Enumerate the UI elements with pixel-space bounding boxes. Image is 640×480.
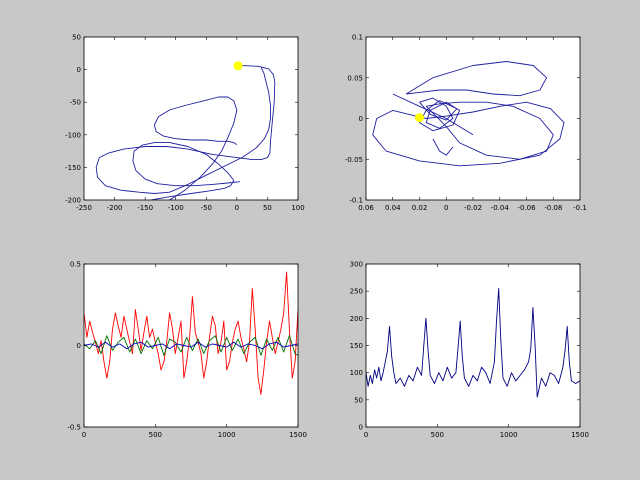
y-tick-label: -0.5 — [67, 424, 81, 432]
y-tick-label: -0.05 — [345, 156, 363, 164]
y-tick-label: -200 — [65, 197, 81, 205]
x-tick-label: -150 — [137, 204, 153, 212]
x-tick-label: -0.06 — [517, 204, 536, 212]
x-tick-label: -0.02 — [464, 204, 482, 212]
y-tick-label: 0 — [359, 115, 363, 123]
series-line-2 — [405, 61, 548, 97]
x-tick-label: -100 — [168, 204, 184, 212]
plot-lines — [84, 271, 298, 395]
subplot-top-left: -250 -200 -150 -100 -50 0 50 100-200-150-100-50… — [65, 34, 305, 213]
x-tick-label: 0.02 — [412, 204, 428, 212]
plot-area — [84, 37, 298, 200]
position-marker — [233, 61, 243, 71]
x-tick-label: 0 — [444, 204, 448, 212]
series-line-6 — [432, 138, 454, 156]
series-line-1 — [84, 271, 298, 395]
x-tick-label: 0 — [235, 204, 239, 212]
x-tick-label: -200 — [107, 204, 123, 212]
x-tick-label: 100 — [291, 204, 304, 212]
series-line-3 — [153, 96, 238, 200]
y-tick-label: -50 — [70, 99, 81, 107]
y-tick-label: -150 — [65, 164, 81, 172]
series-line-5 — [392, 93, 474, 136]
x-tick-label: 0 — [82, 431, 86, 439]
series-line-3 — [84, 341, 298, 350]
plot-lines — [372, 61, 565, 167]
x-tick-label: -250 — [76, 204, 92, 212]
subplot-bottom-right: 0 500 1000 1500 0 50 100 150 200 250 300 — [350, 261, 589, 440]
y-tick-label: 200 — [350, 315, 363, 323]
axes-frame — [83, 36, 299, 201]
x-tick-label: 0 — [364, 431, 368, 439]
series-line-2 — [132, 142, 240, 200]
y-tick-label: -100 — [65, 131, 81, 139]
x-tick-label: 500 — [149, 431, 162, 439]
x-tick-label: -0.1 — [573, 204, 587, 212]
y-tick-label: 0.5 — [70, 261, 81, 269]
y-tick-label: 0 — [77, 66, 81, 74]
plot-lines — [95, 61, 276, 200]
x-tick-label: 500 — [431, 431, 444, 439]
subplot-top-right: 0.06 0.04 0.02 0 -0.02 -0.04 -0.06 -0.08 -0.1 -0.… — [345, 34, 587, 213]
plot-area — [84, 264, 298, 427]
y-tick-label: 250 — [350, 288, 363, 296]
x-tick-label: 1500 — [571, 431, 589, 439]
y-tick-label: 0 — [359, 424, 363, 432]
y-tick-label: 300 — [350, 261, 363, 269]
x-tick-label: 0.06 — [358, 204, 374, 212]
series-line-2 — [84, 335, 298, 356]
x-tick-label: 1500 — [289, 431, 307, 439]
y-tick-label: 50 — [72, 34, 81, 42]
series-line-3 — [425, 101, 554, 160]
subplot-bottom-left: 0 500 1000 1500-0.500.5 — [67, 261, 307, 440]
y-tick-label: 150 — [350, 342, 363, 350]
y-tick-label: 0.1 — [352, 34, 363, 42]
plot-area — [366, 37, 580, 200]
series-line-4 — [419, 97, 461, 132]
y-tick-label: 0.05 — [347, 74, 363, 82]
y-tick-label: 100 — [350, 369, 363, 377]
x-tick-label: 50 — [263, 204, 272, 212]
y-tick-label: 50 — [354, 396, 363, 404]
x-tick-label: 1000 — [218, 431, 236, 439]
x-tick-label: 0.04 — [385, 204, 401, 212]
x-tick-label: -0.04 — [491, 204, 510, 212]
y-tick-label: 0 — [77, 342, 81, 350]
series-line-1 — [372, 101, 565, 167]
plot-lines — [366, 288, 580, 398]
y-tick-label: -0.1 — [349, 197, 363, 205]
plot-area — [366, 264, 580, 427]
x-tick-label: -0.08 — [544, 204, 562, 212]
series-line-1 — [95, 65, 276, 194]
x-tick-label: -50 — [201, 204, 212, 212]
position-marker — [415, 113, 424, 123]
x-tick-label: 1000 — [500, 431, 518, 439]
series-line-1 — [366, 288, 580, 398]
